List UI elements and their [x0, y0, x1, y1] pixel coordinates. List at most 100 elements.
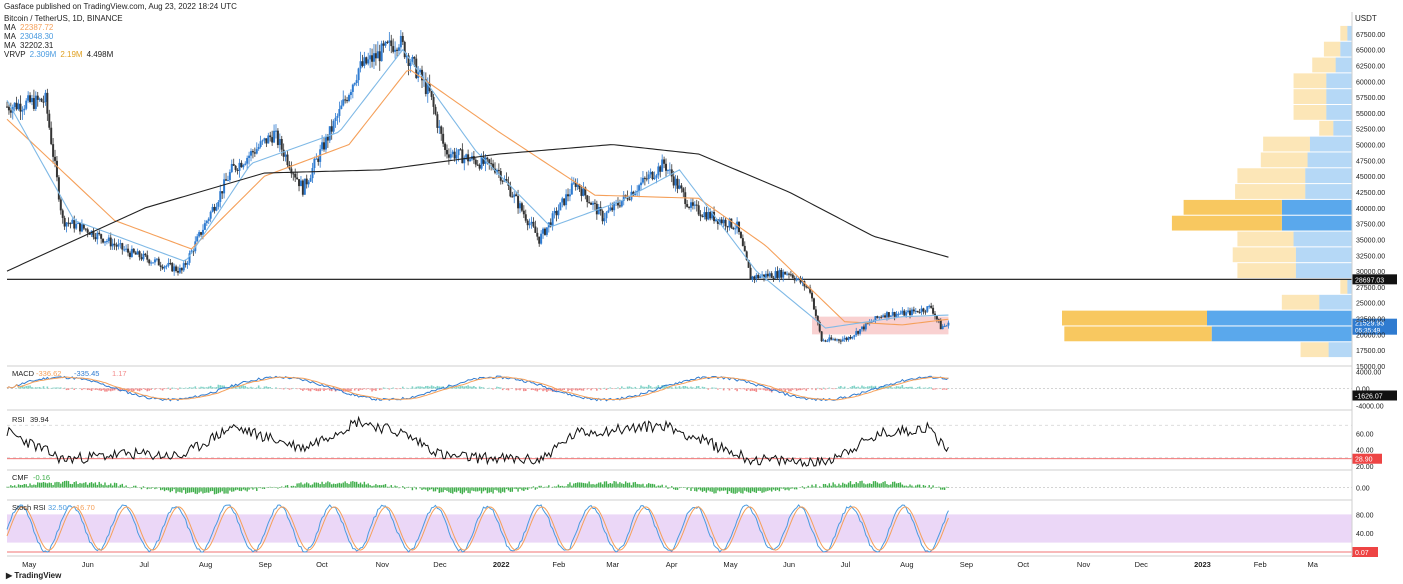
cmf-bar — [651, 483, 654, 488]
macd-histogram-bar — [319, 388, 321, 392]
time-tick-label: Apr — [666, 560, 678, 569]
macd-histogram-bar — [409, 387, 412, 389]
macd-histogram-bar — [722, 388, 725, 391]
cmf-bar — [851, 484, 854, 488]
ma200-legend[interactable]: MA 32202.31 — [4, 41, 54, 50]
cmf-bar — [746, 487, 748, 492]
level-price-tag — [1352, 274, 1397, 285]
cmf-bar — [284, 485, 287, 488]
macd-histogram-bar — [217, 384, 220, 389]
macd-histogram-bar — [930, 387, 932, 389]
cmf-bar — [867, 483, 869, 488]
cmf-bar — [171, 487, 173, 492]
candle-body — [505, 178, 508, 183]
stoch-k-value: 32.50 — [48, 503, 67, 512]
cmf-bar — [590, 484, 592, 488]
candle-body — [451, 151, 454, 155]
cmf-bar — [922, 484, 925, 488]
candle-body — [916, 310, 919, 313]
volume-profile-down-bar — [1340, 279, 1348, 294]
candle-body — [638, 185, 641, 191]
macd-histogram-bar — [327, 388, 329, 390]
cmf-bar — [459, 487, 462, 494]
cmf-bar — [352, 481, 354, 488]
macd-histogram-bar — [695, 386, 698, 389]
candle-body — [205, 220, 208, 224]
cmf-bar — [511, 487, 514, 492]
macd-histogram-bar — [188, 387, 191, 389]
ma20-legend[interactable]: MA 22387.72 — [4, 23, 54, 32]
candle-body — [384, 41, 387, 46]
cmf-bar — [872, 481, 875, 488]
cmf-bar — [638, 484, 640, 488]
macd-histogram-bar — [133, 388, 135, 391]
cmf-bar — [73, 482, 75, 488]
cmf-bar — [734, 487, 736, 494]
macd-histogram-bar — [632, 387, 635, 389]
macd-histogram-bar — [578, 388, 581, 390]
macd-histogram-bar — [561, 388, 564, 391]
cmf-bar — [100, 483, 102, 488]
candle-body — [862, 326, 865, 330]
macd-histogram-bar — [907, 387, 909, 389]
macd-histogram-bar — [895, 386, 898, 389]
candle-body — [445, 149, 448, 155]
macd-histogram-bar — [832, 388, 834, 390]
cmf-bar — [29, 483, 31, 488]
macd-histogram-bar — [678, 386, 681, 389]
candle-body — [730, 218, 733, 228]
candle-body — [130, 248, 133, 257]
cmf-bar — [21, 484, 24, 488]
cmf-bar — [229, 487, 231, 491]
candle-body — [745, 251, 748, 260]
candle-body — [307, 181, 310, 185]
candle-body — [434, 106, 437, 115]
macd-histogram-bar — [108, 388, 110, 391]
macd-histogram-bar — [530, 388, 533, 391]
cmf-bar — [88, 482, 91, 488]
cmf-bar — [838, 483, 840, 488]
macd-histogram-bar — [505, 388, 508, 390]
cmf-bar — [135, 485, 137, 488]
candle-body — [376, 51, 379, 59]
cmf-bar — [648, 483, 650, 488]
candle-body — [726, 226, 729, 228]
candle-body — [152, 262, 155, 264]
cmf-bar — [865, 484, 867, 488]
current-price-label: 21529.93 — [1355, 321, 1384, 328]
candle-body — [939, 320, 942, 330]
candle-body — [342, 99, 345, 106]
macd-histogram-bar — [763, 388, 765, 391]
cmf-bar — [478, 487, 481, 491]
volume-profile-down-bar — [1293, 105, 1327, 120]
candle-body — [44, 92, 47, 102]
candle-body — [226, 180, 229, 182]
cmf-bar — [58, 482, 60, 488]
macd-title: MACD — [12, 369, 35, 378]
vrvp-legend[interactable]: VRVP 2.309M 2.19M 4.498M — [4, 50, 114, 59]
cmf-bar — [254, 487, 256, 489]
cmf-bar — [676, 487, 679, 490]
candle-body — [374, 53, 377, 59]
macd-histogram-bar — [682, 386, 685, 389]
cmf-bar — [494, 487, 496, 490]
candle-body — [469, 159, 472, 162]
macd-histogram-bar — [749, 388, 752, 392]
candle-body — [409, 62, 412, 66]
tradingview-logo[interactable]: ▶ TradingView — [6, 571, 62, 580]
macd-pane: MACD -336.62 -335.45 1.17 4000.00 0.00 -4000.0… — [6, 369, 1397, 411]
candle-body — [668, 169, 671, 171]
candle-body — [705, 212, 708, 220]
ma10-legend[interactable]: MA 23048.30 — [4, 32, 54, 41]
candle-body — [67, 222, 70, 224]
macd-histogram-bar — [519, 388, 521, 391]
macd-histogram-bar — [348, 388, 350, 392]
cmf-bar — [371, 485, 373, 488]
candle-body — [551, 213, 554, 227]
volume-profile-down-bar — [1064, 326, 1212, 342]
cmf-bar — [307, 483, 310, 488]
candle-body — [920, 308, 923, 313]
macd-histogram-bar — [765, 388, 767, 391]
cmf-bar — [179, 487, 181, 493]
